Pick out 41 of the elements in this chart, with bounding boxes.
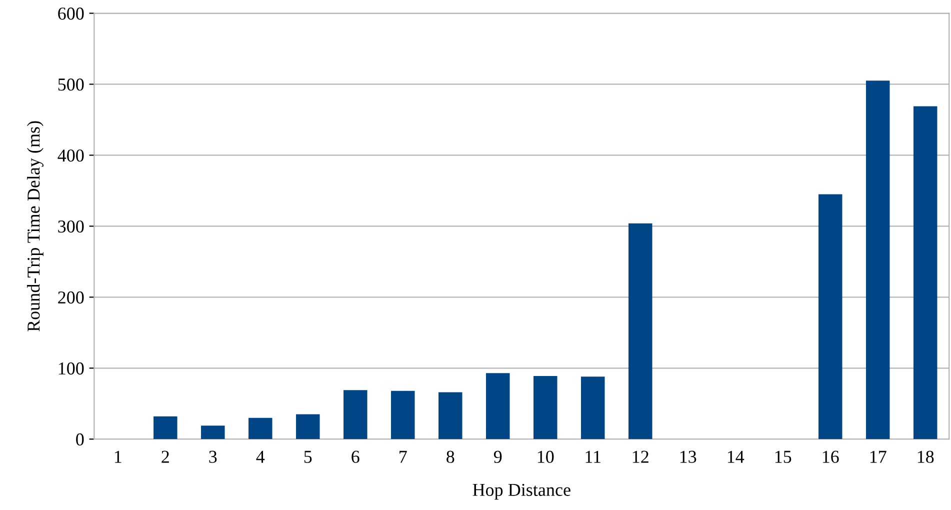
y-tick-label: 0 xyxy=(76,433,84,446)
x-tick-label: 5 xyxy=(304,450,312,463)
y-tick-label: 400 xyxy=(58,149,84,162)
bar xyxy=(438,392,462,440)
x-tick-label: 1 xyxy=(114,450,122,463)
y-axis-title: Round-Trip Time Delay (ms) xyxy=(27,121,44,332)
bar xyxy=(866,80,890,440)
x-tick-label: 18 xyxy=(918,450,934,463)
bar xyxy=(296,414,320,440)
bar xyxy=(344,390,368,440)
y-tick-label: 600 xyxy=(58,8,84,20)
x-tick-label: 11 xyxy=(586,450,600,463)
x-tick-label: 10 xyxy=(538,450,554,463)
y-tick-label: 500 xyxy=(58,78,84,91)
y-tick-label: 100 xyxy=(58,362,84,375)
x-tick-label: 16 xyxy=(822,450,839,463)
x-tick-label: 17 xyxy=(870,450,886,463)
x-tick-label: 2 xyxy=(162,450,169,463)
x-tick-label: 15 xyxy=(775,450,792,463)
x-tick-label: 8 xyxy=(446,450,454,463)
bar xyxy=(628,223,652,440)
x-tick-label: 6 xyxy=(352,450,360,463)
bar xyxy=(154,416,178,440)
bar xyxy=(913,106,938,440)
x-tick-label: 3 xyxy=(209,450,217,463)
x-tick-label: 14 xyxy=(728,450,744,463)
y-tick-label: 200 xyxy=(58,291,84,304)
x-tick-label: 12 xyxy=(632,450,648,463)
bar xyxy=(580,376,605,440)
bar xyxy=(534,376,558,440)
bar xyxy=(248,418,272,440)
y-tick-label: 300 xyxy=(58,220,84,233)
bar xyxy=(818,194,842,440)
x-axis-title: Hop Distance xyxy=(472,484,570,500)
bar xyxy=(391,390,415,440)
x-tick-label: 7 xyxy=(400,450,407,463)
x-tick-label: 13 xyxy=(680,450,696,463)
x-tick-label: 4 xyxy=(256,450,265,463)
bar xyxy=(201,426,225,440)
bar xyxy=(486,373,510,440)
x-tick-label: 9 xyxy=(494,450,502,463)
